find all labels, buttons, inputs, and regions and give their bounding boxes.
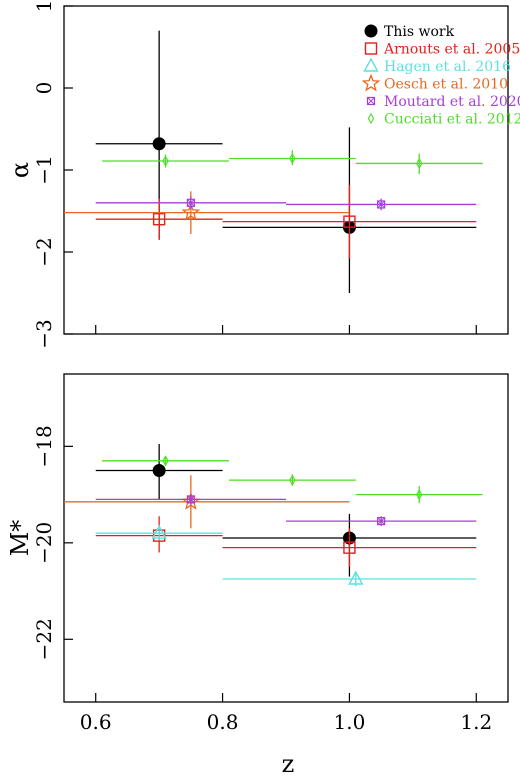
legend-label: Moutard et al. 2020 xyxy=(384,94,520,110)
data-point xyxy=(415,488,423,501)
data-point xyxy=(181,202,201,221)
legend-marker xyxy=(364,42,378,55)
legend-label: Oesch et al. 2010 xyxy=(384,77,508,93)
legend-marker xyxy=(364,24,378,38)
series-this-work xyxy=(95,443,477,577)
data-point xyxy=(152,137,166,151)
series-cucciati-et-al-2012 xyxy=(102,455,483,504)
data-point xyxy=(377,517,386,526)
y-axis-title: α xyxy=(6,162,34,178)
x-tick-label: 1.0 xyxy=(334,710,366,734)
legend-label: Arnouts et al. 2005 xyxy=(383,42,520,58)
series-oesch-et-al-2010 xyxy=(64,475,350,529)
data-point xyxy=(152,212,166,226)
legend-marker xyxy=(361,73,381,92)
alpha-panel: 1 0 −1 −2 −3 α This work Arnouts et al. 2005Hag… xyxy=(6,0,520,349)
legend-marker xyxy=(366,96,376,106)
plot-frame xyxy=(63,373,509,703)
data-point xyxy=(377,200,386,209)
data-point xyxy=(348,570,364,585)
y-tick-label: −2 xyxy=(32,237,56,266)
data-point xyxy=(289,152,296,165)
data-point xyxy=(343,215,356,228)
legend-label: This work xyxy=(384,24,455,40)
data-point xyxy=(343,541,356,554)
data-points xyxy=(64,443,483,587)
legend-marker xyxy=(363,57,379,72)
data-point xyxy=(415,157,423,170)
data-point xyxy=(186,495,195,504)
y-tick-label: −20 xyxy=(32,522,56,564)
x-tick-label: 0.6 xyxy=(80,710,112,734)
series-hagen-et-al-2016 xyxy=(95,524,477,587)
data-point xyxy=(289,474,296,486)
y-tick-label: −1 xyxy=(32,155,56,184)
y-tick-label: 0 xyxy=(32,82,56,95)
x-tick-label: 1.2 xyxy=(460,710,492,734)
data-point xyxy=(162,155,169,167)
y-tick-label: −3 xyxy=(32,319,56,348)
y-tick-label: 1 xyxy=(32,0,56,12)
mstar-panel: 0.6 0.8 1.0 1.2 −18 −20 −22 M* z xyxy=(6,373,509,778)
x-tick-label: 0.8 xyxy=(207,710,239,734)
y-axis-title: M* xyxy=(6,520,34,557)
series-arnouts-et-al-2005 xyxy=(95,516,477,567)
series-moutard-et-al-2020 xyxy=(95,493,477,526)
series-cucciati-et-al-2012 xyxy=(102,150,483,175)
y-tick-label: −18 xyxy=(32,425,56,467)
legend-label: Cucciati et al. 2012 xyxy=(384,112,520,128)
legend-marker xyxy=(367,112,375,125)
data-point xyxy=(151,524,167,539)
x-axis-title: z xyxy=(282,750,295,778)
data-point xyxy=(186,198,195,207)
series-arnouts-et-al-2005 xyxy=(95,184,477,259)
series-moutard-et-al-2020 xyxy=(95,196,477,211)
legend-label: Hagen et al. 2016 xyxy=(384,59,511,75)
data-point xyxy=(152,463,166,477)
y-tick-label: −22 xyxy=(32,618,56,660)
data-points xyxy=(64,30,483,293)
data-point xyxy=(162,455,169,467)
